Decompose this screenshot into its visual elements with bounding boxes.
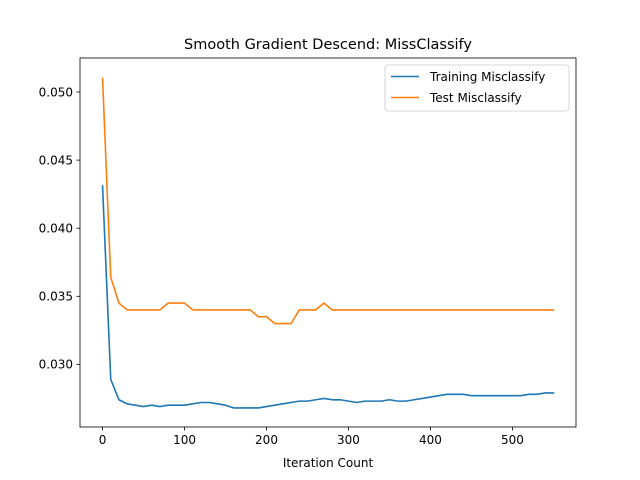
series-layer bbox=[101, 77, 555, 409]
x-tick-label: 500 bbox=[501, 433, 524, 447]
series-line-training bbox=[101, 185, 555, 409]
x-tick-label: 200 bbox=[255, 433, 278, 447]
ticks-layer: 0 100 200 300 400 500 0.030 0.035 0.040 0.045 0.05… bbox=[39, 85, 524, 447]
x-tick-label: 0 bbox=[99, 433, 107, 447]
y-tick-label: 0.030 bbox=[39, 358, 73, 372]
x-tick-label: 100 bbox=[173, 433, 196, 447]
y-tick-label: 0.045 bbox=[39, 153, 73, 167]
chart-title: Smooth Gradient Descend: MissClassify bbox=[184, 37, 472, 53]
x-axis-label: Iteration Count bbox=[283, 456, 374, 470]
legend-entry-label: Test Misclassify bbox=[429, 91, 522, 105]
y-tick-label: 0.040 bbox=[39, 222, 73, 236]
plot-frame bbox=[79, 57, 577, 428]
series-line-test bbox=[101, 77, 555, 325]
y-tick-label: 0.035 bbox=[39, 290, 73, 304]
legend-entry-label: Training Misclassify bbox=[429, 70, 545, 84]
y-tick-label: 0.050 bbox=[39, 85, 73, 99]
x-tick-label: 400 bbox=[419, 433, 442, 447]
legend: Training Misclassify Test Misclassify bbox=[384, 64, 570, 112]
x-tick-label: 300 bbox=[337, 433, 360, 447]
legend-box bbox=[384, 64, 570, 112]
